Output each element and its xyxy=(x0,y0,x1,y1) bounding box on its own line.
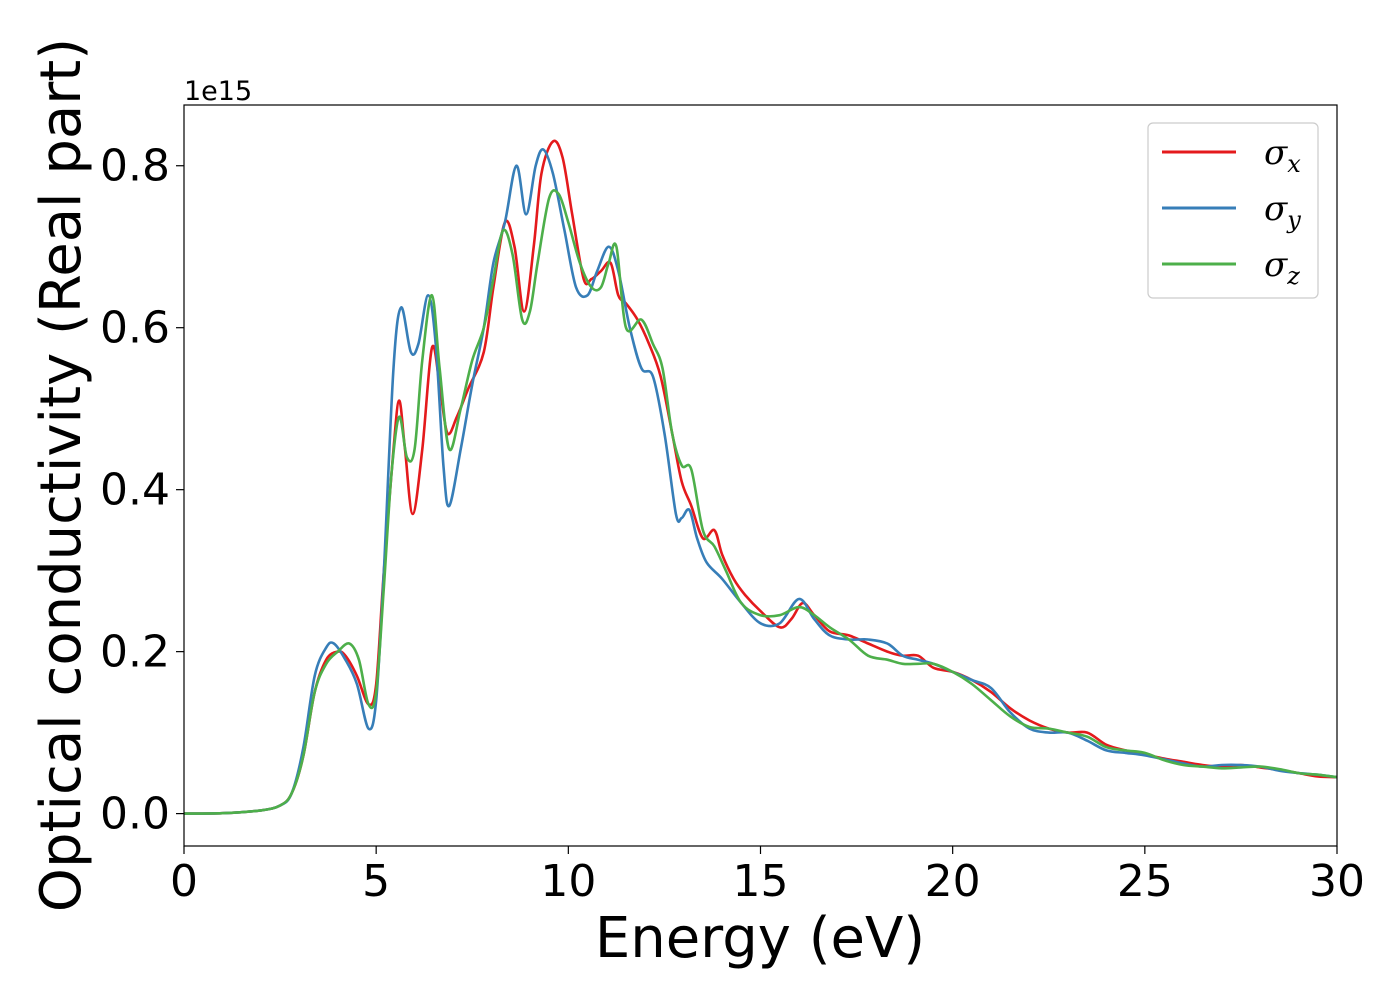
legend-label-sigma-y: σy xyxy=(1264,189,1301,234)
x-axis-ticks: 0 5 10 15 20 25 30 xyxy=(170,846,1365,907)
legend-box xyxy=(1147,122,1319,299)
x-tick-label: 0 xyxy=(170,856,198,907)
legend-symbol: σ xyxy=(1264,189,1288,229)
y-tick-label: 0.4 xyxy=(100,465,170,516)
x-axis-title: Energy (eV) xyxy=(595,906,925,971)
legend-symbol: σ xyxy=(1264,245,1288,285)
y-axis-ticks: 0.0 0.2 0.4 0.6 0.8 xyxy=(100,141,184,840)
y-tick-label: 0.0 xyxy=(100,789,170,840)
y-tick-label: 0.2 xyxy=(100,627,170,678)
y-offset-label: 1e15 xyxy=(184,76,252,107)
x-tick-label: 30 xyxy=(1309,856,1365,907)
x-tick-label: 25 xyxy=(1117,856,1173,907)
y-tick-label: 0.8 xyxy=(100,141,170,192)
x-tick-label: 15 xyxy=(733,856,789,907)
legend: σx σy σz xyxy=(1147,122,1319,299)
legend-label-sigma-z: σz xyxy=(1264,245,1300,290)
x-tick-label: 5 xyxy=(362,856,390,907)
y-axis-title: Optical conductivity (Real part) xyxy=(29,38,94,912)
legend-subscript: z xyxy=(1286,262,1300,290)
legend-subscript: x xyxy=(1287,150,1301,178)
legend-symbol: σ xyxy=(1264,133,1288,173)
series-line-sigma-z xyxy=(183,189,1338,815)
x-tick-label: 10 xyxy=(540,856,596,907)
series-layer xyxy=(183,139,1338,815)
legend-label-sigma-x: σx xyxy=(1264,133,1301,178)
x-tick-label: 20 xyxy=(925,856,981,907)
y-tick-label: 0.6 xyxy=(100,303,170,354)
legend-subscript: y xyxy=(1286,206,1301,234)
